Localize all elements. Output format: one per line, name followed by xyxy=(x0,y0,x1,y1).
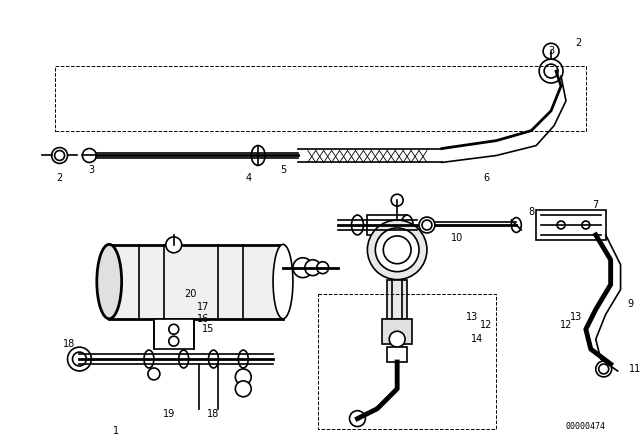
Circle shape xyxy=(305,260,321,276)
Ellipse shape xyxy=(144,350,154,368)
Circle shape xyxy=(317,262,329,274)
Circle shape xyxy=(67,347,92,371)
Circle shape xyxy=(349,411,365,426)
Text: 17: 17 xyxy=(197,302,210,312)
Circle shape xyxy=(383,236,411,264)
Text: 00000474: 00000474 xyxy=(566,422,606,431)
Circle shape xyxy=(389,331,405,347)
Text: 8: 8 xyxy=(528,207,534,217)
Text: 9: 9 xyxy=(627,299,634,310)
Text: 7: 7 xyxy=(593,200,599,210)
Text: 18: 18 xyxy=(63,339,76,349)
Circle shape xyxy=(367,220,427,280)
Circle shape xyxy=(596,361,612,377)
Circle shape xyxy=(557,221,565,229)
Circle shape xyxy=(83,149,96,163)
Circle shape xyxy=(72,352,86,366)
Text: 13: 13 xyxy=(570,312,582,322)
Text: 6: 6 xyxy=(483,173,490,183)
Ellipse shape xyxy=(511,218,522,233)
Circle shape xyxy=(236,381,252,397)
Text: 1: 1 xyxy=(113,426,119,435)
Text: 16: 16 xyxy=(197,314,210,324)
Circle shape xyxy=(148,368,160,380)
Text: 5: 5 xyxy=(280,165,286,175)
Text: 12: 12 xyxy=(560,320,572,330)
Ellipse shape xyxy=(238,350,248,368)
Text: 3: 3 xyxy=(88,165,95,175)
Circle shape xyxy=(539,59,563,83)
Ellipse shape xyxy=(97,244,122,319)
Circle shape xyxy=(54,151,65,160)
Text: 20: 20 xyxy=(184,289,197,300)
Text: 12: 12 xyxy=(481,320,493,330)
Circle shape xyxy=(422,220,432,230)
Circle shape xyxy=(375,228,419,271)
Circle shape xyxy=(169,324,179,334)
Circle shape xyxy=(169,336,179,346)
Circle shape xyxy=(391,194,403,206)
FancyBboxPatch shape xyxy=(109,245,283,319)
Circle shape xyxy=(582,221,590,229)
Text: 2: 2 xyxy=(575,38,581,48)
Circle shape xyxy=(236,369,252,385)
FancyBboxPatch shape xyxy=(382,319,412,344)
Circle shape xyxy=(166,237,182,253)
Text: 3: 3 xyxy=(548,46,554,56)
FancyBboxPatch shape xyxy=(387,280,407,319)
Ellipse shape xyxy=(351,215,364,235)
Circle shape xyxy=(293,258,313,278)
Ellipse shape xyxy=(209,350,218,368)
FancyBboxPatch shape xyxy=(387,347,407,362)
Ellipse shape xyxy=(179,350,189,368)
Text: 19: 19 xyxy=(163,409,175,418)
Text: 11: 11 xyxy=(629,364,640,374)
Text: 4: 4 xyxy=(245,173,252,183)
FancyBboxPatch shape xyxy=(154,319,194,349)
FancyBboxPatch shape xyxy=(367,215,407,235)
Circle shape xyxy=(52,147,67,164)
Ellipse shape xyxy=(252,146,265,165)
Text: 2: 2 xyxy=(56,173,63,183)
Ellipse shape xyxy=(273,244,293,319)
Ellipse shape xyxy=(401,215,413,235)
Text: 13: 13 xyxy=(465,312,478,322)
FancyBboxPatch shape xyxy=(536,210,605,240)
Circle shape xyxy=(599,364,609,374)
Text: 18: 18 xyxy=(207,409,220,418)
Circle shape xyxy=(544,64,558,78)
Text: 14: 14 xyxy=(470,334,483,344)
Text: 10: 10 xyxy=(451,233,463,243)
Circle shape xyxy=(543,43,559,59)
Text: 15: 15 xyxy=(202,324,214,334)
Circle shape xyxy=(419,217,435,233)
